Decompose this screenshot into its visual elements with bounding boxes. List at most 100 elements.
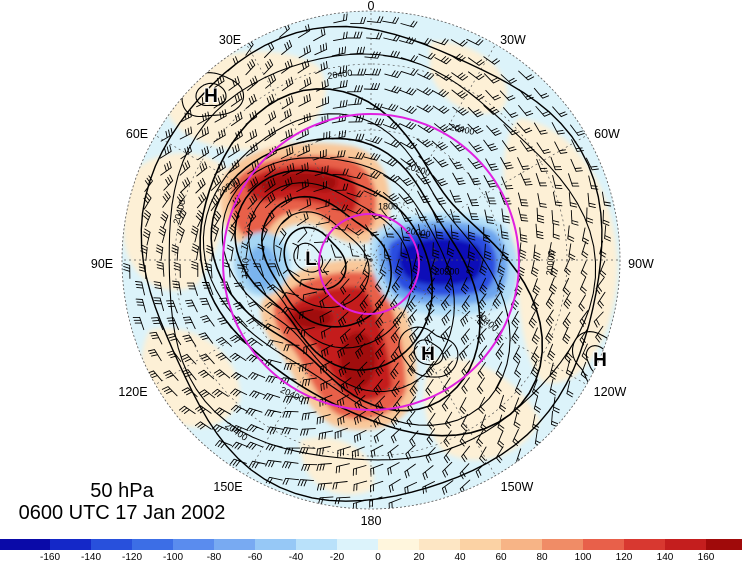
wind-barb — [191, 243, 200, 261]
wind-barb — [479, 277, 488, 295]
wind-barb — [460, 277, 469, 295]
longitude-labels: 0 30W 60W 90W 120W 150W 180 150E 120E 90… — [91, 0, 654, 528]
wind-barb — [434, 224, 444, 240]
colorbar-tick-label: -80 — [207, 552, 222, 561]
wind-barb — [414, 37, 432, 45]
colorbar-segment — [91, 539, 132, 550]
height-contour — [210, 137, 481, 412]
height-contour — [195, 82, 227, 107]
wind-barb — [564, 258, 571, 276]
wind-barb — [550, 156, 563, 171]
wind-barb — [264, 162, 276, 178]
wind-barb — [213, 94, 226, 109]
wind-barb — [485, 190, 497, 205]
wind-barb — [374, 395, 386, 412]
wind-barb — [432, 105, 450, 114]
wind-barb — [417, 71, 435, 80]
wind-barb — [313, 27, 326, 42]
height-contour — [293, 242, 324, 273]
wind-barb — [196, 94, 209, 108]
wind-barb — [370, 444, 384, 458]
wind-barb — [568, 173, 580, 187]
wind-barb — [545, 309, 554, 327]
wind-barb — [265, 210, 275, 227]
wind-barb — [390, 362, 399, 380]
colorbar-segment — [255, 539, 296, 550]
wind-barb — [296, 211, 309, 226]
wind-barb — [213, 128, 226, 143]
wind-barb — [340, 278, 350, 295]
wind-barb — [246, 337, 263, 347]
wind-barb — [281, 59, 293, 74]
wind-barb — [370, 480, 384, 493]
wind-barb — [513, 397, 521, 415]
wind-barb — [210, 194, 220, 212]
wind-barb — [186, 282, 198, 296]
wind-barb — [467, 57, 485, 66]
wind-barb — [588, 175, 599, 190]
wind-barb — [321, 344, 334, 358]
wind-barb — [433, 156, 449, 168]
wind-barb — [319, 360, 333, 374]
colorbar-segment — [378, 539, 419, 550]
wind-barb — [532, 379, 539, 397]
wind-barb — [513, 411, 521, 429]
wind-barb — [319, 310, 332, 324]
wind-barb — [199, 353, 215, 365]
wind-barb — [519, 227, 528, 243]
wind-barb — [196, 161, 208, 177]
wind-barb — [460, 310, 471, 327]
wind-barb — [467, 224, 476, 241]
wind-barb — [531, 346, 540, 364]
wind-barb — [349, 46, 365, 55]
wind-barb — [407, 359, 416, 377]
map-disc — [122, 11, 620, 509]
wind-barb — [535, 223, 544, 240]
wind-barb — [353, 429, 367, 443]
outer-reference-ring — [222, 113, 520, 411]
wind-barb — [426, 428, 436, 445]
wind-barb — [432, 175, 448, 187]
wind-barb — [196, 192, 207, 209]
wind-barb — [467, 172, 482, 186]
wind-barb — [247, 176, 259, 192]
wind-barb — [331, 113, 347, 124]
wind-barb — [352, 465, 367, 476]
wind-barb — [399, 105, 417, 114]
wind-barb — [484, 243, 492, 261]
wind-barb — [298, 93, 311, 107]
wind-barb — [533, 395, 541, 413]
wind-barb — [366, 16, 384, 24]
wind-barb — [604, 225, 612, 242]
longitude-label: 60W — [594, 127, 620, 141]
wind-barb — [518, 105, 534, 117]
colorbar-tick-label: 0 — [375, 552, 381, 561]
wind-barb — [501, 244, 509, 262]
wind-barb — [578, 294, 586, 312]
wind-barb — [179, 109, 192, 123]
wind-barb — [332, 65, 348, 76]
wind-barb — [332, 481, 348, 490]
wind-barb — [283, 395, 300, 404]
colorbar-tick-label: 100 — [575, 552, 592, 561]
wind-barb — [160, 127, 173, 142]
longitude-label: 120W — [594, 385, 627, 399]
wind-barb — [483, 175, 497, 188]
wind-barb — [479, 446, 487, 464]
wind-barb — [190, 225, 199, 243]
longitude-label: 180 — [361, 514, 382, 528]
wind-barb — [552, 191, 563, 207]
wind-barb — [315, 96, 329, 109]
wind-barb — [226, 244, 234, 262]
wind-barb — [300, 326, 315, 338]
wind-barb — [468, 141, 484, 153]
longitude-label: 90E — [91, 257, 113, 271]
wind-barb — [227, 143, 240, 158]
wind-barb — [400, 158, 417, 167]
colorbar-tick-label: -20 — [330, 552, 345, 561]
wind-barb — [147, 370, 163, 382]
wind-barb — [593, 311, 604, 328]
wind-barb — [519, 140, 535, 152]
wind-barb — [298, 112, 311, 126]
